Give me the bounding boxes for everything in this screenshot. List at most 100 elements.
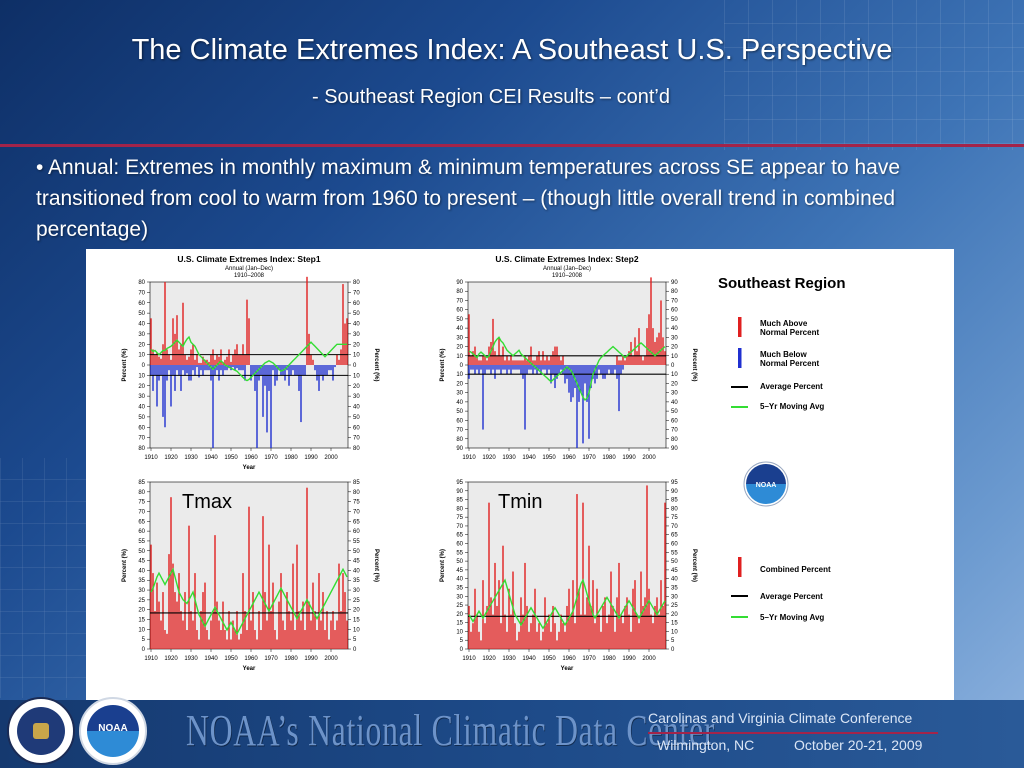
bar-above [164,282,166,365]
bar-combined [248,506,250,649]
bar-below [166,365,168,381]
bar-below [614,365,616,370]
bar-combined [200,611,202,649]
y-tick-label: 10 [456,354,463,360]
y-tick-label: 0 [671,363,675,369]
noaa-logo-text: NOAA [98,723,128,734]
bar-above [200,362,202,365]
noaa-emblem-text: NOAA [756,482,777,489]
x-tick-label: 1960 [244,656,258,662]
bar-combined [482,580,484,649]
bar-combined [654,605,656,649]
y-tick-label: 90 [456,446,463,452]
bar-below [260,365,262,376]
bar-combined [256,639,258,649]
bar-combined [594,623,596,649]
y-tick-label: 20 [138,608,145,614]
bar-below [220,365,222,371]
title-divider [0,144,1024,147]
bar-combined [330,620,332,649]
bar-below [214,365,216,376]
bar-combined [180,611,182,649]
bar-above [494,351,496,365]
bar-above [152,349,154,365]
bar-combined [572,580,574,649]
bar-above [620,360,622,365]
bar-combined [236,611,238,649]
tmin-label: Tmin [498,491,542,513]
bar-combined [530,623,532,649]
bar-combined [238,639,240,649]
x-tick-label: 1980 [602,656,616,662]
bar-combined [312,582,314,649]
figure-panel: U.S. Climate Extremes Index: Step1 Annual… [86,249,954,700]
y-axis-label-right: Percent (%) [373,348,379,381]
y-tick-label: 90 [671,446,678,452]
y-tick-label: 20 [456,345,463,351]
bar-below [498,365,500,370]
bar-combined [622,623,624,649]
y-tick-label: 75 [456,515,463,521]
bar-combined [280,573,282,649]
bar-above [204,359,206,365]
bar-above [308,333,310,365]
bar-above [658,332,660,365]
y-tick-label: 50 [456,409,463,415]
bar-below [272,365,274,371]
bar-combined [596,588,598,649]
bar-above [558,355,560,365]
bar-combined [476,614,478,649]
x-tick-label: 1930 [184,656,198,662]
bar-below [620,365,622,375]
bar-above [312,359,314,365]
y-axis-label-right: Percent (%) [691,549,697,582]
bar-above [476,355,478,365]
bar-below [216,365,218,371]
y-tick-label: 5 [353,637,357,643]
bar-combined [538,623,540,649]
bar-below [276,365,278,381]
y-tick-label: 70 [671,298,678,304]
bar-combined [488,502,490,649]
bar-below [174,365,176,391]
bar-combined [242,573,244,649]
bar-below [598,365,600,370]
bar-below [316,365,318,381]
bar-below [188,365,190,381]
bar-above [492,318,494,365]
y-tick-label: 45 [353,559,360,565]
bar-above [190,349,192,365]
y-tick-label: 20 [671,345,678,351]
bar-below [606,365,608,375]
y-tick-label: 5 [142,637,146,643]
y-tick-label: 20 [353,608,360,614]
bar-below [190,365,192,381]
x-tick-label: 1930 [502,455,516,461]
bar-above [616,355,618,365]
x-tick-label: 1960 [244,455,258,461]
bar-below [242,365,244,371]
bar-combined [642,605,644,649]
bar-below [608,365,610,370]
bar-combined [296,544,298,649]
y-tick-label: 90 [456,489,463,495]
y-tick-label: 20 [138,342,145,348]
y-tick-label: 60 [353,301,360,307]
x-tick-label: 1960 [562,656,576,662]
y-axis-label-right: Percent (%) [373,549,379,582]
bar-below [612,365,614,375]
bar-combined [628,614,630,649]
y-tick-label: 60 [138,529,145,535]
y-tick-label: 30 [671,391,678,397]
bar-combined [562,623,564,649]
bar-combined [636,614,638,649]
bar-combined [254,630,256,649]
bar-combined [630,631,632,649]
bar-above [636,351,638,365]
bar-above [562,355,564,365]
x-tick-label: 2000 [642,455,656,461]
bar-combined [302,601,304,649]
bar-combined [262,516,264,649]
bar-above [498,337,500,365]
bar-above [342,284,344,365]
